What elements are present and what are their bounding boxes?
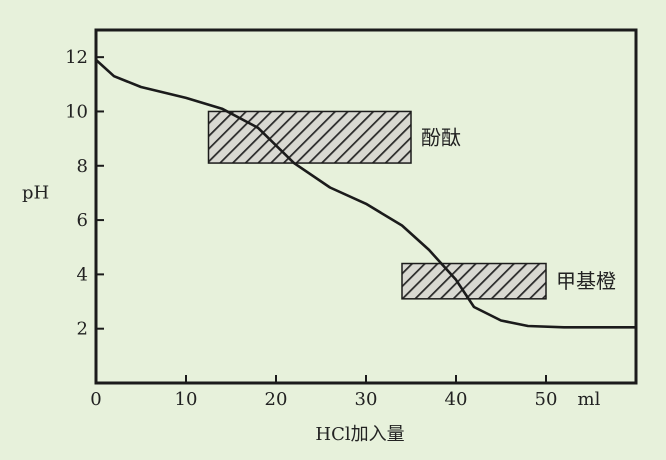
x-tick-label: 20	[265, 389, 288, 410]
y-tick-label: 10	[65, 101, 88, 122]
x-tick-label: 50	[535, 389, 558, 410]
x-tick-label: 10	[175, 389, 198, 410]
y-tick-label: 8	[77, 156, 88, 177]
axis-ticks: 0 10 20 30 40 50 2 4 6 8 10 12	[65, 47, 557, 410]
indicator-band-methyl-orange	[401, 262, 547, 300]
indicator-label-methyl-orange: 甲基橙	[556, 269, 616, 293]
x-axis-unit: ml	[578, 389, 601, 410]
indicator-label-phenolphthalein: 酚酞	[421, 125, 461, 149]
x-tick-label: 40	[445, 389, 468, 410]
y-tick-label: 2	[77, 319, 88, 340]
y-tick-label: 12	[65, 47, 88, 68]
x-tick-label: 30	[355, 389, 378, 410]
y-axis-label: pH	[22, 182, 49, 203]
indicator-band-phenolphthalein	[207, 110, 412, 164]
y-tick-label: 6	[77, 210, 88, 231]
titration-curve	[94, 58, 638, 329]
x-tick-label: 0	[90, 389, 101, 410]
y-tick-label: 4	[77, 264, 88, 285]
x-axis-label: HCl加入量	[315, 424, 404, 445]
